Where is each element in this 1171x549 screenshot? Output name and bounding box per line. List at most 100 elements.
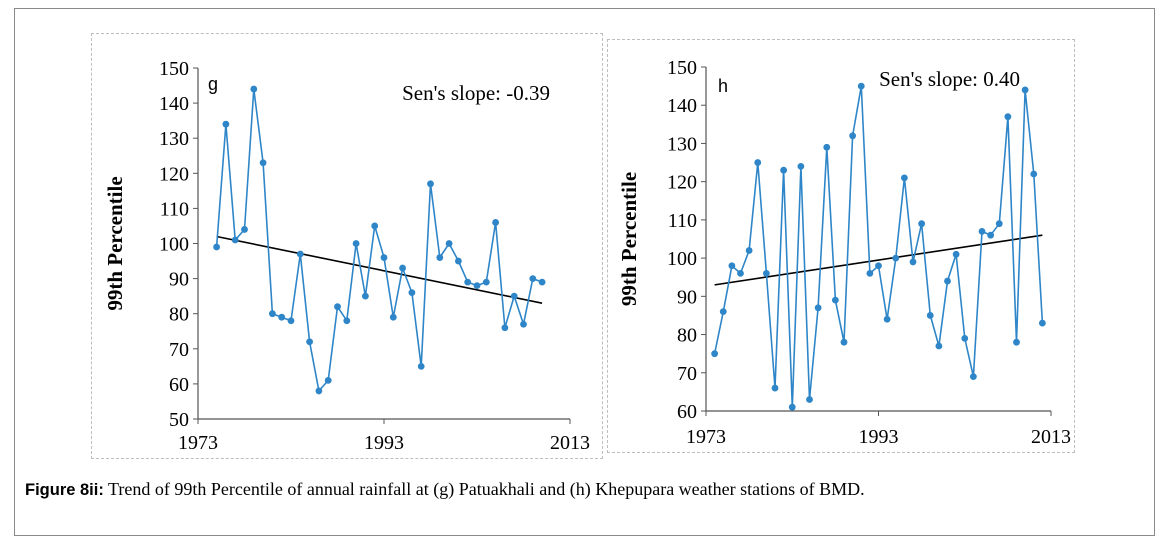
y-tick-label: 90 xyxy=(169,269,189,291)
sens-slope-annotation: Sen's slope: -0.39 xyxy=(402,81,550,105)
panel-label: h xyxy=(718,76,728,96)
data-point xyxy=(987,231,995,239)
trend-line xyxy=(714,234,1043,286)
data-point xyxy=(797,162,805,170)
chart-panel-h: 60 70 80 90 100 110 120 130 140 150 1973 1993 2013 99… xyxy=(607,39,1075,453)
data-point xyxy=(935,342,943,350)
y-tick-label: 150 xyxy=(667,57,697,79)
x-tick-label: 1993 xyxy=(859,426,899,448)
data-point xyxy=(464,278,472,286)
data-point xyxy=(324,376,332,384)
chart-h-svg: 60 70 80 90 100 110 120 130 140 150 1973 1993 2013 99… xyxy=(617,57,1071,448)
series-line xyxy=(713,85,1044,409)
data-point xyxy=(849,132,857,140)
data-point xyxy=(473,282,481,290)
y-tick-label: 120 xyxy=(159,163,189,185)
data-point xyxy=(213,243,220,251)
y-tick-label: 80 xyxy=(677,325,697,347)
y-tick-label: 60 xyxy=(169,374,189,396)
x-tick-label: 1973 xyxy=(686,426,726,448)
data-point xyxy=(1021,86,1029,94)
data-point xyxy=(719,308,727,316)
y-tick-label: 80 xyxy=(169,304,189,326)
panel-label: g xyxy=(208,74,218,94)
data-point xyxy=(399,264,406,272)
data-point xyxy=(445,240,453,247)
x-tick-label: 1993 xyxy=(364,432,404,454)
data-point xyxy=(296,250,304,258)
data-point xyxy=(1038,319,1046,327)
y-tick-label: 120 xyxy=(667,172,697,194)
data-point xyxy=(231,236,239,244)
data-point xyxy=(278,313,286,321)
y-tick-label: 70 xyxy=(677,363,697,385)
y-tick-label: 70 xyxy=(169,339,189,361)
x-tick-label: 2013 xyxy=(550,432,590,454)
y-tick-label: 140 xyxy=(159,93,189,115)
series-line xyxy=(215,88,543,392)
data-point xyxy=(371,222,379,230)
data-point xyxy=(780,166,788,174)
data-point xyxy=(961,334,969,342)
data-point xyxy=(866,270,874,277)
figure-frame: 50 60 70 80 90 100 110 120 130 140 150 1973 1993 2013… xyxy=(14,8,1155,536)
data-point xyxy=(823,143,831,151)
data-point xyxy=(883,315,891,323)
trend-line xyxy=(216,235,543,304)
data-point xyxy=(343,317,351,325)
data-point xyxy=(745,247,753,254)
y-tick-label: 50 xyxy=(169,409,189,431)
caption-text: Trend of 99th Percentile of annual rainf… xyxy=(108,479,865,499)
data-point xyxy=(754,159,762,166)
data-point xyxy=(737,270,744,277)
data-point xyxy=(380,254,388,261)
data-point xyxy=(417,362,425,370)
y-axis-label: 99th Percentile xyxy=(617,172,641,306)
y-tick-label: 90 xyxy=(677,286,697,308)
data-point xyxy=(436,254,444,261)
sens-slope-annotation: Sen's slope: 0.40 xyxy=(879,67,1020,91)
y-tick-label: 140 xyxy=(667,95,697,117)
data-point xyxy=(1004,113,1012,121)
data-point xyxy=(482,278,490,286)
data-point xyxy=(944,277,951,285)
y-tick-label: 130 xyxy=(159,128,189,150)
data-point xyxy=(455,257,462,265)
data-point xyxy=(909,258,917,266)
y-tick-label: 110 xyxy=(160,198,189,220)
x-tick-label: 1973 xyxy=(178,432,218,454)
data-point xyxy=(306,338,313,346)
data-point xyxy=(287,317,295,325)
data-point xyxy=(875,262,882,270)
data-point xyxy=(831,296,839,304)
data-point xyxy=(352,240,360,247)
data-point xyxy=(840,338,848,346)
data-point xyxy=(501,324,509,332)
data-point xyxy=(806,396,813,403)
data-point xyxy=(538,278,546,286)
data-point xyxy=(728,262,736,270)
data-point xyxy=(408,289,416,297)
data-point xyxy=(520,320,527,328)
data-point xyxy=(926,312,934,319)
x-tick-label: 2013 xyxy=(1031,426,1071,448)
data-point xyxy=(1030,170,1038,178)
data-point xyxy=(711,350,719,358)
data-point xyxy=(529,275,537,282)
y-tick-label: 150 xyxy=(159,58,189,80)
chart-g-svg: 50 60 70 80 90 100 110 120 130 140 150 1973 1993 2013… xyxy=(103,58,590,454)
data-point xyxy=(969,373,977,380)
data-point xyxy=(978,227,986,235)
y-tick-label: 100 xyxy=(159,234,189,256)
data-point xyxy=(900,174,908,182)
y-tick-label: 60 xyxy=(677,401,697,423)
data-point xyxy=(269,310,276,318)
data-point xyxy=(362,292,369,300)
data-point xyxy=(952,250,960,258)
data-point xyxy=(241,226,248,233)
figure-caption: Figure 8ii: Trend of 99th Percentile of … xyxy=(25,479,865,500)
data-point xyxy=(315,387,323,395)
y-axis-label: 99th Percentile xyxy=(103,176,127,310)
data-point xyxy=(995,220,1003,228)
data-point xyxy=(389,313,397,321)
